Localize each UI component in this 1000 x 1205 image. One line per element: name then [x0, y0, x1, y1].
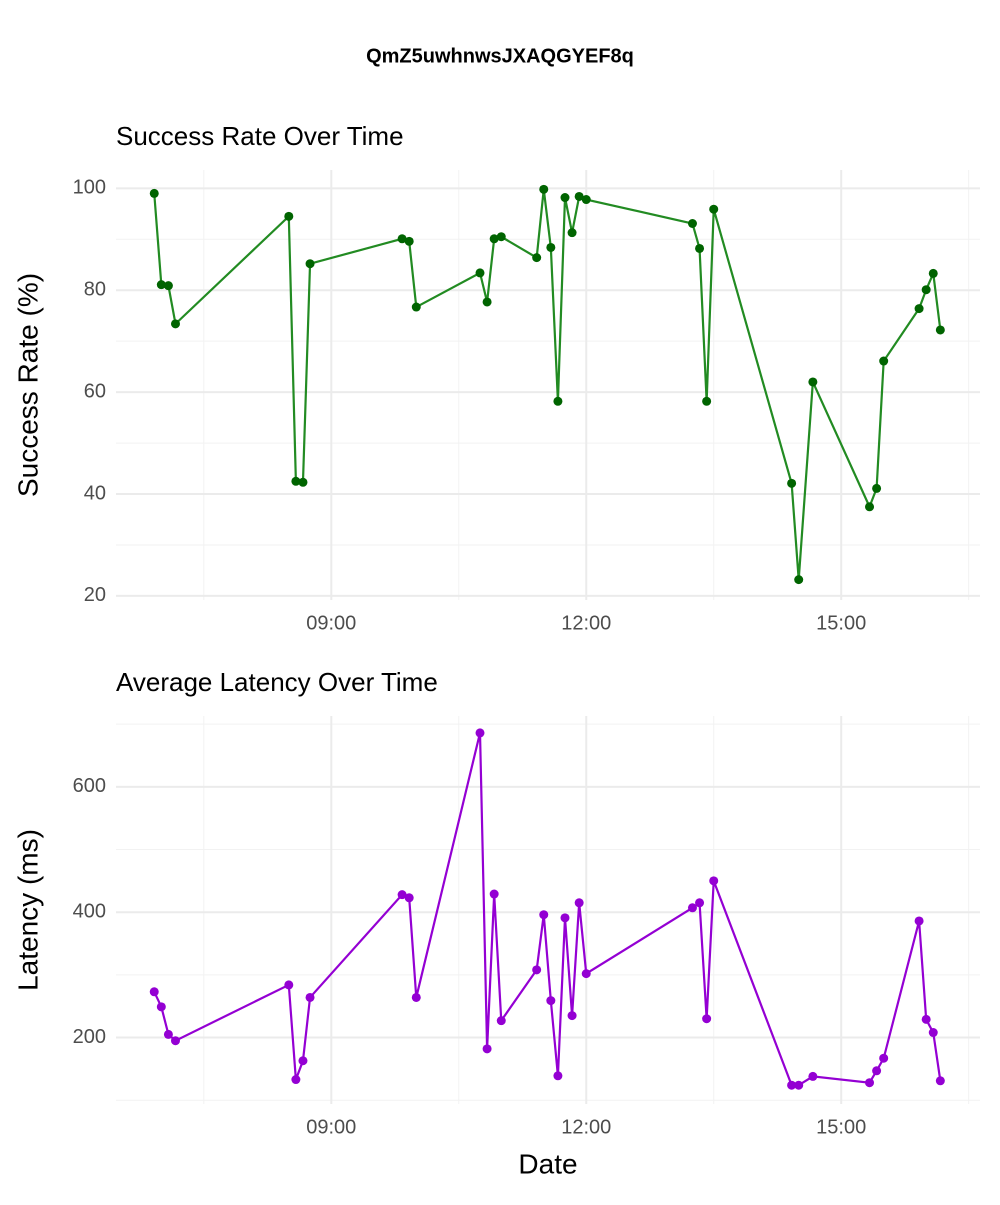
data-point: [879, 1053, 889, 1063]
data-point: [794, 1080, 804, 1090]
data-point: [496, 232, 506, 242]
data-point: [411, 302, 421, 312]
data-point: [149, 188, 159, 198]
data-point: [284, 211, 294, 221]
data-point: [539, 184, 549, 194]
data-point: [709, 204, 719, 214]
data-point: [787, 478, 797, 488]
data-point: [553, 396, 563, 406]
x-tick-label: 09:00: [306, 1116, 356, 1138]
data-point: [482, 297, 492, 307]
data-point: [794, 575, 804, 585]
data-point: [687, 903, 697, 913]
data-point: [914, 916, 924, 926]
x-axis-label: Date: [518, 1148, 577, 1179]
data-point: [709, 876, 719, 886]
y-axis-label: Latency (ms): [12, 829, 43, 991]
data-point: [397, 890, 407, 900]
panel-title: Average Latency Over Time: [116, 667, 438, 697]
data-point: [567, 228, 577, 238]
data-point: [872, 483, 882, 493]
data-point: [411, 992, 421, 1002]
data-point: [914, 304, 924, 314]
x-tick-label: 15:00: [816, 1116, 866, 1138]
data-point: [170, 319, 180, 329]
data-point: [149, 987, 159, 997]
data-point: [298, 477, 308, 487]
data-point: [532, 965, 542, 975]
data-point: [928, 268, 938, 278]
data-point: [560, 193, 570, 203]
data-point: [574, 191, 584, 201]
data-point: [156, 280, 166, 290]
data-point: [808, 377, 818, 387]
data-point: [808, 1071, 818, 1081]
data-point: [404, 236, 414, 246]
x-tick-label: 09:00: [306, 612, 356, 634]
data-point: [163, 1029, 173, 1039]
y-tick-label: 20: [84, 584, 106, 606]
data-point: [935, 1076, 945, 1086]
data-point: [397, 234, 407, 244]
data-point: [170, 1036, 180, 1046]
data-point: [404, 893, 414, 903]
x-tick-label: 12:00: [561, 1116, 611, 1138]
data-point: [489, 889, 499, 899]
data-point: [489, 234, 499, 244]
data-point: [305, 992, 315, 1002]
data-point: [865, 1078, 875, 1088]
data-point: [687, 218, 697, 228]
data-point: [581, 969, 591, 979]
data-point: [702, 396, 712, 406]
y-tick-label: 400: [73, 900, 106, 922]
data-point: [560, 913, 570, 923]
data-point: [156, 1002, 166, 1012]
data-point: [496, 1016, 506, 1026]
data-point: [935, 325, 945, 335]
data-point: [695, 243, 705, 253]
data-point: [581, 195, 591, 205]
data-point: [787, 1080, 797, 1090]
data-point: [921, 1014, 931, 1024]
data-point: [291, 476, 301, 486]
x-tick-label: 12:00: [561, 612, 611, 634]
data-point: [539, 910, 549, 920]
data-point: [553, 1071, 563, 1081]
y-axis-label: Success Rate (%): [12, 273, 43, 497]
data-point: [546, 996, 556, 1006]
data-point: [921, 285, 931, 295]
y-tick-label: 100: [73, 177, 106, 199]
data-point: [546, 242, 556, 252]
y-tick-label: 40: [84, 482, 106, 504]
x-tick-label: 15:00: [816, 612, 866, 634]
data-point: [298, 1056, 308, 1066]
data-point: [702, 1014, 712, 1024]
y-tick-label: 60: [84, 380, 106, 402]
data-point: [482, 1044, 492, 1054]
data-point: [284, 980, 294, 990]
data-point: [865, 502, 875, 512]
data-point: [305, 259, 315, 269]
data-point: [567, 1011, 577, 1021]
data-point: [475, 268, 485, 278]
data-point: [163, 281, 173, 291]
data-point: [928, 1028, 938, 1038]
data-point: [532, 253, 542, 263]
main-title: QmZ5uwhnwsJXAQGYEF8q: [366, 45, 634, 67]
data-point: [291, 1075, 301, 1085]
data-point: [695, 898, 705, 908]
data-line: [153, 732, 942, 1087]
y-tick-label: 80: [84, 279, 106, 301]
panel-title: Success Rate Over Time: [116, 121, 404, 151]
y-tick-label: 200: [73, 1026, 106, 1048]
data-point: [475, 728, 485, 738]
data-point: [879, 356, 889, 366]
data-point: [574, 898, 584, 908]
data-point: [872, 1066, 882, 1076]
y-tick-label: 600: [73, 775, 106, 797]
